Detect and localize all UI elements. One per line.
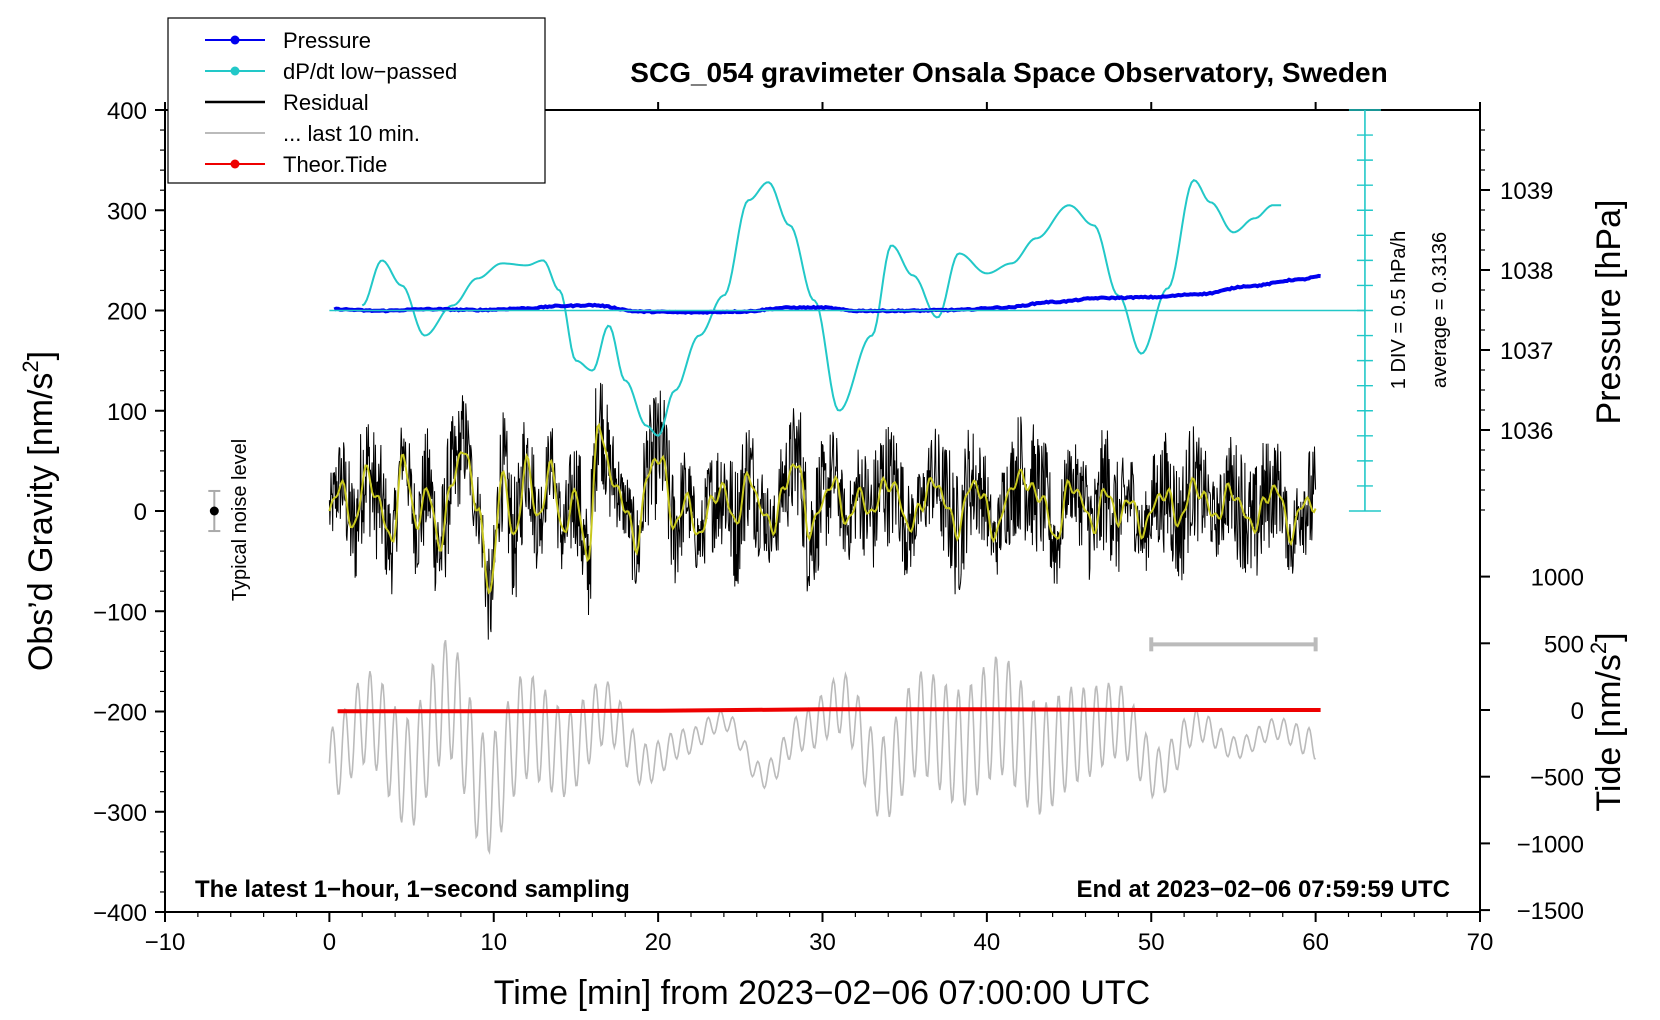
legend-label: Pressure [283,28,371,53]
tide-label-close: ] [1590,632,1628,641]
legend-label: dP/dt low−passed [283,59,457,84]
x-tick-label: −10 [145,929,186,956]
x-axis-label: Time [min] from 2023−02−06 07:00:00 UTC [494,974,1150,1012]
series-dpdt-line [361,179,1282,437]
series-layer [328,179,1321,856]
tide-tick-label: 1000 [1531,565,1584,592]
chart-title: SCG_054 gravimeter Onsala Space Observat… [630,57,1387,88]
series-pressure-line [333,273,1321,315]
x-tick-label: 50 [1138,929,1165,956]
x-tick-label: 70 [1467,929,1494,956]
y-tick-label: −300 [93,800,147,827]
x-tick-label: 20 [645,929,672,956]
legend-label: Residual [283,90,369,115]
x-tick-label: 10 [480,929,507,956]
pressure-tick-label: 1039 [1500,178,1553,205]
tide-axis-ticks: −1500 −1000 −500 0 500 1000 [1480,565,1584,925]
noise-bar-dot [209,506,219,516]
legend-marker [230,159,240,169]
y-tick-label: 400 [107,98,147,125]
x-tick-label: 0 [323,929,336,956]
legend-label: Theor.Tide [283,152,387,177]
pressure-tick-label: 1038 [1500,258,1553,285]
legend-marker [230,66,240,76]
y-axis-ticks: −400 −300 −200 −100 0 100 200 300 400 [93,98,165,927]
series-residual-smoothed [328,422,1317,595]
y-tick-label: −400 [93,900,147,927]
legend: Pressure dP/dt low−passed Residual ... last… [167,17,546,184]
x-tick-label: 60 [1302,929,1329,956]
tide-tick-label: −1000 [1517,831,1584,858]
series-last10-line [328,639,1317,856]
pressure-tick-label: 1037 [1500,338,1553,365]
y-label-close: ] [22,351,60,360]
pressure-tick-label: 1036 [1500,418,1553,445]
average-label: average = 0.3136 [1429,232,1451,388]
y-axis-label-gravity: Obs’d Gravity [nm/s2] [18,351,60,671]
legend-entries: Pressure dP/dt low−passed Residual ... last… [205,28,457,177]
y-label-text: Obs’d Gravity [nm/s [22,373,60,672]
series-tide-line [337,707,1321,714]
y-label-sup: 2 [18,360,43,372]
y-axis-label-tide: Tide [nm/s2] [1586,632,1628,811]
chart-extras [208,109,1381,652]
legend-marker [230,35,240,45]
series-residual-line [328,382,1317,640]
sampling-annotation: The latest 1−hour, 1−second sampling [195,876,630,903]
tide-label-text: Tide [nm/s [1590,654,1628,811]
tide-label-sup: 2 [1586,642,1611,654]
y-tick-label: 200 [107,299,147,326]
tide-tick-label: −1500 [1517,898,1584,925]
y-tick-label: −200 [93,700,147,727]
x-tick-label: 40 [974,929,1001,956]
x-tick-label: 30 [809,929,836,956]
legend-box [167,17,546,184]
tide-tick-label: −500 [1530,765,1584,792]
y-tick-label: 300 [107,198,147,225]
end-time-annotation: End at 2023−02−06 07:59:59 UTC [1076,876,1450,903]
tide-tick-label: 500 [1544,631,1584,658]
y-tick-label: 0 [134,499,147,526]
pressure-axis-ticks: 1036 1037 1038 1039 [1480,129,1553,511]
legend-label: ... last 10 min. [283,121,420,146]
noise-level-label: Typical noise level [229,439,251,601]
y-tick-label: 100 [107,399,147,426]
tide-tick-label: 0 [1571,698,1584,725]
div-scale-label: 1 DIV = 0.5 hPa/h [1388,231,1410,389]
y-axis-label-pressure: Pressure [hPa] [1590,200,1628,425]
x-axis-ticks: −10 0 10 20 30 40 50 60 70 [145,102,1494,956]
y-tick-label: −100 [93,599,147,626]
